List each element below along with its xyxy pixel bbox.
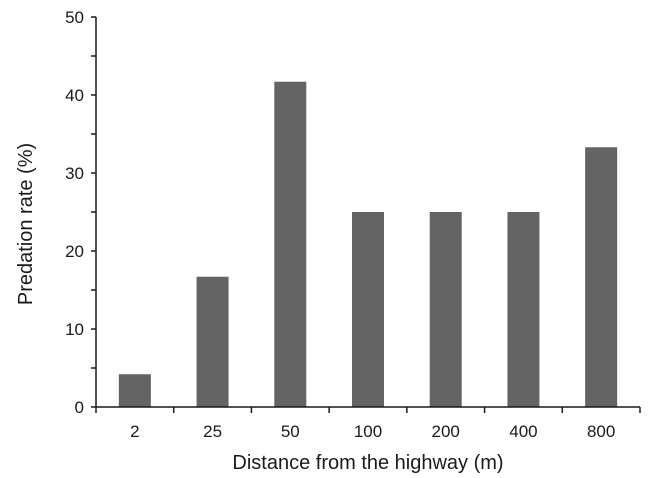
y-tick-label-40: 40 <box>65 86 84 105</box>
x-axis-title: Distance from the highway (m) <box>232 452 503 474</box>
bar-50 <box>274 81 307 408</box>
y-axis-title: Predation rate (%) <box>15 143 37 305</box>
x-tick-label-200: 200 <box>432 422 460 441</box>
bar-2 <box>118 374 151 407</box>
x-tick-label-400: 400 <box>509 422 537 441</box>
y-tick-label-10: 10 <box>65 320 84 339</box>
bar-400 <box>507 212 540 407</box>
x-tick-label-25: 25 <box>203 422 222 441</box>
y-tick-label-0: 0 <box>75 398 84 417</box>
y-tick-label-20: 20 <box>65 242 84 261</box>
bar-800 <box>585 147 618 407</box>
y-ticks: 0 10 20 30 40 50 <box>65 8 96 417</box>
bar-100 <box>352 212 384 407</box>
y-tick-label-30: 30 <box>65 164 84 183</box>
x-ticks: 2 25 50 100 200 400 800 <box>95 407 641 441</box>
x-tick-label-100: 100 <box>354 422 382 441</box>
x-tick-label-800: 800 <box>587 422 615 441</box>
bar-25 <box>196 276 229 407</box>
x-tick-label-2: 2 <box>130 422 139 441</box>
x-tick-label-50: 50 <box>281 422 300 441</box>
y-tick-label-50: 50 <box>65 8 84 27</box>
bar-200 <box>429 212 462 407</box>
bars-layer <box>118 81 618 408</box>
